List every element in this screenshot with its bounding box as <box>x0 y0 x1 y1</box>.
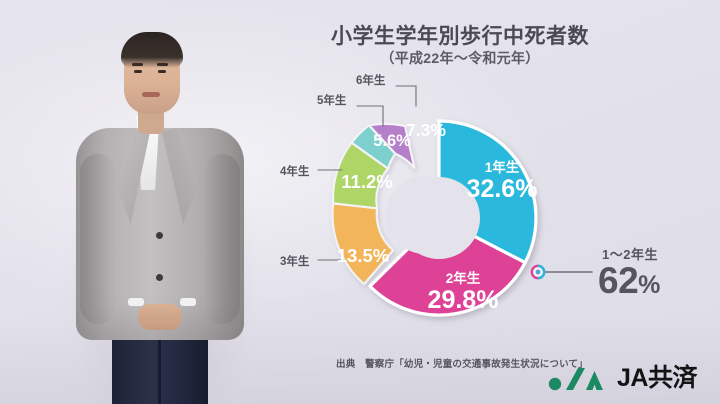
callout-number: 62 <box>598 260 639 301</box>
slice-2nensei[interactable] <box>367 216 528 317</box>
leader-label-3nensei: 3年生 <box>280 256 310 268</box>
leader-line-6nensei <box>395 85 417 107</box>
presenter-figure <box>60 28 260 404</box>
leader-label-6nensei: 6年生 <box>356 75 386 87</box>
presenter-eye <box>134 70 142 73</box>
donut-chart: 1年生 32.6% 2年生 29.8% 13.5% 11.2% 5.6% 7.3… <box>280 0 720 404</box>
slice-label-pct-4nensei: 11.2% <box>341 171 392 192</box>
presenter-jacket-button <box>156 274 163 281</box>
donut-chart-svg: 1年生 32.6% 2年生 29.8% 13.5% 11.2% 5.6% 7.3… <box>317 85 593 317</box>
slice-label-pct-3nensei: 13.5% <box>337 245 389 266</box>
ja-kyosai-mark-icon <box>548 367 603 390</box>
presenter-jacket-button <box>156 232 163 239</box>
leader-line-5nensei <box>356 105 384 127</box>
slice-label-name-1nensei: 1年生 <box>485 159 520 175</box>
slice-6nensei[interactable] <box>366 122 416 170</box>
presenter-eye <box>158 70 166 73</box>
chart-subtitle: （平成22年～令和元年） <box>380 50 540 66</box>
leader-label-4nensei: 4年生 <box>280 166 310 178</box>
donut-group-upper-grades <box>331 122 416 286</box>
slice-label-pct-5nensei: 5.6% <box>373 132 411 150</box>
presenter-hair <box>121 32 183 68</box>
slice-label-pct-1nensei: 32.6% <box>467 175 538 203</box>
callout-value: 62% <box>592 260 720 301</box>
slice-label-name-2nensei: 2年生 <box>446 270 481 286</box>
callout-unit: % <box>638 271 660 299</box>
slice-label-pct-6nensei: 7.3% <box>406 120 446 140</box>
ja-kyosai-logo-text: JA共済 <box>617 364 697 392</box>
presenter-mouth <box>142 92 160 97</box>
donut-group-lower-grades <box>367 119 538 317</box>
callout-title: 1～2年生 <box>602 247 658 262</box>
leader-lines <box>317 85 417 261</box>
callout-1-2nensei: 1～2年生 62% <box>592 244 720 301</box>
callout-connector <box>530 264 593 280</box>
chart-title: 小学生学年別歩行中死者数 <box>331 25 589 48</box>
ja-kyosai-logo: JA共済 <box>548 366 697 391</box>
presenter-shirt-cuff <box>180 298 196 306</box>
source-note: 出典 警察庁「幼児・児童の交通事故発生状況について」 <box>336 359 588 370</box>
presenter-hands <box>138 304 182 330</box>
slice-labels: 1年生 32.6% 2年生 29.8% 13.5% 11.2% 5.6% 7.3… <box>337 120 538 314</box>
slice-label-pct-2nensei: 29.8% <box>428 286 499 314</box>
leader-label-5nensei: 5年生 <box>317 95 347 107</box>
presenter-eyebrow <box>132 63 143 66</box>
chart-panel: 小学生学年別歩行中死者数 （平成22年～令和元年） <box>280 0 720 404</box>
presenter-shirt-cuff <box>128 298 144 306</box>
donut-hole-upper <box>386 176 464 254</box>
presenter-eyebrow <box>157 63 168 66</box>
